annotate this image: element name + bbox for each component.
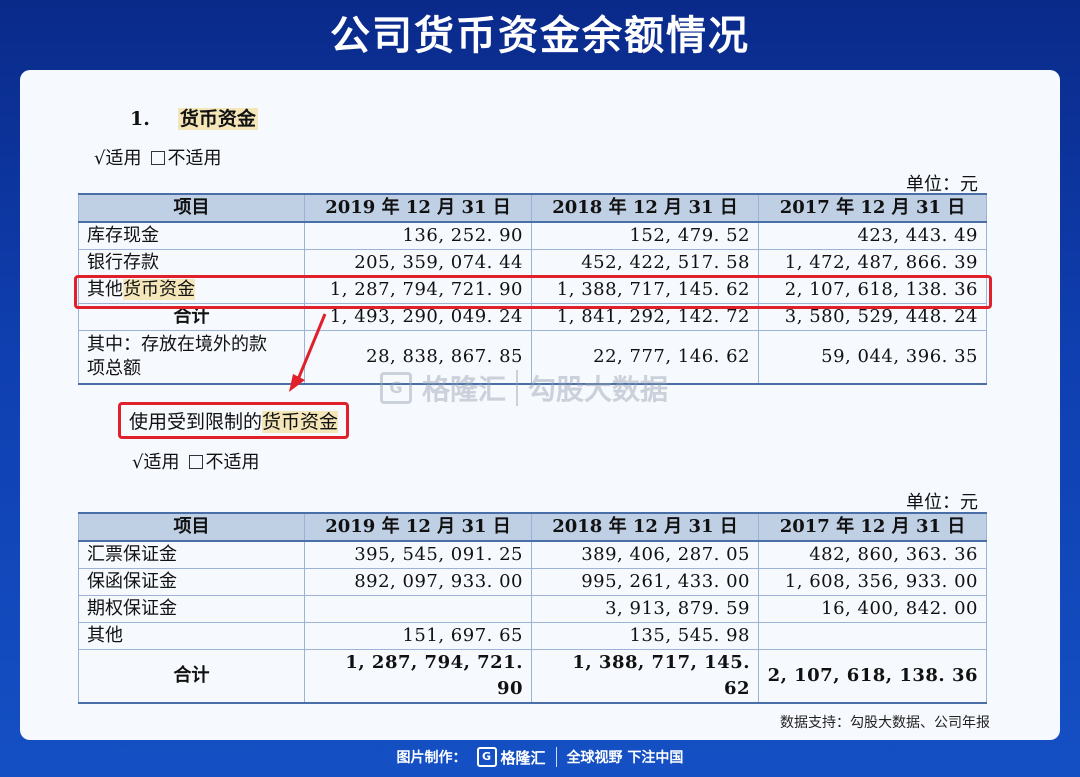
source-note: 数据支持：勾股大数据、公司年报 — [780, 715, 990, 731]
value-cell: 1, 287, 794, 721. 90 — [304, 649, 532, 704]
value-cell: 205, 359, 074. 44 — [304, 249, 532, 277]
table-row: 保函保证金 892, 097, 933. 00 995, 261, 433. 0… — [78, 568, 987, 596]
restricted-label-highlight: 货币资金 — [262, 411, 339, 433]
unit-label-1: 单位：元 — [906, 174, 978, 195]
row-label: 银行存款 — [78, 249, 305, 277]
applicable-check-row-2: √适用 不适用 — [132, 448, 259, 474]
value-cell: 395, 545, 091. 25 — [304, 540, 532, 569]
highlight-box-other-cash — [74, 275, 992, 309]
table-row: 其他 151, 697. 65 135, 545. 98 — [78, 622, 987, 650]
section-number: 1. — [130, 108, 150, 130]
table-row: 汇票保证金 395, 545, 091. 25 389, 406, 287. 0… — [78, 540, 987, 569]
footer-brand: 格隆汇 — [500, 748, 546, 767]
unit-label-2: 单位：元 — [906, 492, 978, 513]
empty-checkbox-icon — [151, 151, 166, 165]
value-cell: 995, 261, 433. 00 — [531, 568, 759, 596]
row-label-line1: 其中：存放在境外的款 — [87, 334, 267, 355]
column-header: 项目 — [78, 193, 305, 223]
row-label-prefix: 其他 — [87, 279, 123, 300]
value-cell: 151, 697. 65 — [304, 622, 532, 650]
empty-checkbox-icon — [189, 455, 204, 469]
page-title: 公司货币资金余额情况 — [330, 13, 750, 59]
footer-divider — [555, 747, 557, 767]
row-label-highlight: 货币资金 — [123, 279, 195, 300]
column-header: 2018 年 12 月 31 日 — [531, 193, 759, 223]
column-header: 2017 年 12 月 31 日 — [758, 512, 987, 542]
value-cell: 1, 472, 487, 866. 39 — [758, 249, 987, 277]
table-row: 期权保证金 3, 913, 879. 59 16, 400, 842. 00 — [78, 595, 987, 623]
red-arrow-icon — [289, 313, 327, 392]
value-cell: 1, 608, 356, 933. 00 — [758, 568, 987, 596]
value-cell: 1, 388, 717, 145. 62 — [531, 276, 759, 304]
value-cell: 2, 107, 618, 138. 36 — [758, 276, 987, 304]
section-heading: 1. 货币资金 — [130, 104, 258, 131]
value-cell: 135, 545. 98 — [531, 622, 759, 650]
row-label: 合计 — [78, 649, 305, 704]
applicable-label: √适用 — [132, 452, 180, 473]
footer-slogan: 全球视野 下注中国 — [566, 750, 684, 766]
table-header-row: 项目 2019 年 12 月 31 日 2018 年 12 月 31 日 201… — [78, 512, 987, 542]
column-header: 2019 年 12 月 31 日 — [304, 193, 532, 223]
footer-logo-icon: G — [476, 747, 497, 767]
table-row: 银行存款 205, 359, 074. 44 452, 422, 517. 58… — [78, 249, 987, 277]
value-cell: 2, 107, 618, 138. 36 — [758, 649, 987, 704]
row-label: 保函保证金 — [78, 568, 305, 596]
row-label: 汇票保证金 — [78, 540, 305, 569]
restricted-cash-table: 项目 2019 年 12 月 31 日 2018 年 12 月 31 日 201… — [78, 512, 987, 704]
column-header: 2017 年 12 月 31 日 — [758, 193, 987, 223]
value-cell: 452, 422, 517. 58 — [531, 249, 759, 277]
restricted-cash-label: 使用受到限制的货币资金 — [118, 402, 350, 439]
table-row: 库存现金 136, 252. 90 152, 479. 52 423, 443.… — [78, 221, 987, 250]
row-label: 其他 — [78, 622, 305, 650]
value-cell: 892, 097, 933. 00 — [304, 568, 532, 596]
value-cell: 16, 400, 842. 00 — [758, 595, 987, 623]
value-cell: 28, 838, 867. 85 — [304, 330, 532, 385]
footer: 图片制作： G 格隆汇 全球视野 下注中国 — [0, 742, 1080, 772]
value-cell: 389, 406, 287. 05 — [531, 540, 759, 569]
value-cell: 22, 777, 146. 62 — [531, 330, 759, 385]
not-applicable-label: 不适用 — [167, 148, 222, 169]
table-row-highlighted: 其他货币资金 1, 287, 794, 721. 90 1, 388, 717,… — [78, 276, 987, 304]
section-heading-text: 货币资金 — [177, 108, 258, 130]
table-header-row: 项目 2019 年 12 月 31 日 2018 年 12 月 31 日 201… — [78, 193, 987, 223]
table-row: 其中：存放在境外的款 项总额 28, 838, 867. 85 22, 777, … — [78, 330, 987, 385]
row-label: 期权保证金 — [78, 595, 305, 623]
content-card: 1. 货币资金 √适用 不适用 单位：元 项目 2019 年 12 月 31 日 2… — [20, 70, 1060, 740]
value-cell — [758, 622, 987, 650]
value-cell: 152, 479. 52 — [531, 221, 759, 250]
applicable-label: √适用 — [94, 148, 142, 169]
row-label-line2: 项总额 — [87, 358, 141, 379]
value-cell: 59, 044, 396. 35 — [758, 330, 987, 385]
footer-logo: G 格隆汇 — [476, 747, 546, 768]
value-cell: 136, 252. 90 — [304, 221, 532, 250]
not-applicable-label: 不适用 — [205, 452, 260, 473]
column-header: 2019 年 12 月 31 日 — [304, 512, 532, 542]
value-cell: 1, 388, 717, 145. 62 — [531, 649, 759, 704]
value-cell — [304, 595, 532, 623]
row-label: 库存现金 — [78, 221, 305, 250]
footer-made-by: 图片制作： — [396, 750, 467, 766]
row-label: 其中：存放在境外的款 项总额 — [78, 330, 305, 385]
column-header: 项目 — [78, 512, 305, 542]
row-label: 其他货币资金 — [78, 276, 305, 304]
value-cell: 482, 860, 363. 36 — [758, 540, 987, 569]
value-cell: 1, 287, 794, 721. 90 — [304, 276, 532, 304]
total-row: 合计 1, 287, 794, 721. 90 1, 388, 717, 145… — [78, 649, 987, 704]
value-cell: 3, 913, 879. 59 — [531, 595, 759, 623]
cash-balance-table: 项目 2019 年 12 月 31 日 2018 年 12 月 31 日 201… — [78, 193, 987, 385]
value-cell: 423, 443. 49 — [758, 221, 987, 250]
restricted-label-prefix: 使用受到限制的 — [129, 411, 263, 433]
column-header: 2018 年 12 月 31 日 — [531, 512, 759, 542]
applicable-check-row-1: √适用 不适用 — [94, 144, 221, 170]
